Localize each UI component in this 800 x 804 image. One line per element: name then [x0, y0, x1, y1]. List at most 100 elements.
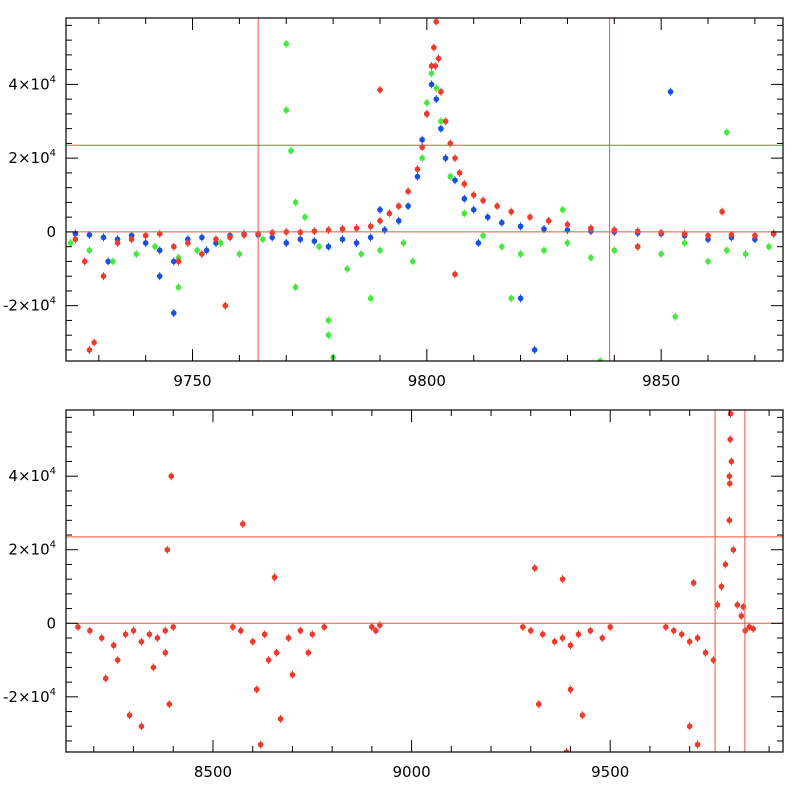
data-point [438, 118, 444, 125]
data-point [152, 243, 158, 250]
data-point [405, 203, 411, 209]
data-point [72, 236, 79, 243]
data-point [517, 251, 524, 257]
data-point [175, 258, 182, 265]
data-point [105, 258, 111, 265]
data-point [694, 741, 701, 748]
data-point [100, 234, 107, 241]
plot-frame [65, 17, 784, 362]
data-point [269, 229, 275, 236]
data-point [367, 223, 374, 230]
data-point [344, 265, 350, 272]
data-point [607, 624, 614, 630]
data-point [292, 199, 299, 206]
data-point [199, 251, 205, 257]
data-point [283, 107, 290, 114]
data-point [681, 240, 688, 246]
data-point [588, 225, 594, 232]
data-point [727, 410, 734, 417]
data-point [164, 546, 171, 553]
data-point [297, 236, 304, 243]
data-point [325, 317, 332, 324]
data-point [461, 181, 468, 187]
data-point [428, 70, 435, 77]
data-point [288, 147, 294, 154]
data-point [297, 627, 304, 634]
data-point [239, 521, 246, 527]
data-point [194, 247, 201, 254]
data-point [433, 85, 440, 91]
data-point [672, 313, 679, 320]
data-point [705, 258, 711, 265]
data-point [564, 240, 571, 246]
data-point [690, 580, 697, 586]
data-point [527, 214, 533, 220]
data-point [110, 642, 117, 649]
data-point [499, 219, 505, 226]
y-tick-label: 2×104 [8, 540, 56, 559]
data-point [87, 627, 93, 634]
data-point [222, 302, 229, 309]
data-point [535, 701, 542, 707]
data-point [634, 228, 641, 234]
data-point [750, 626, 757, 632]
data-point [227, 234, 233, 241]
data-point [723, 247, 730, 254]
data-point [377, 206, 383, 213]
data-point [162, 627, 169, 634]
data-point [110, 258, 116, 265]
data-point [67, 240, 74, 246]
data-point [599, 635, 606, 641]
series-red [72, 18, 777, 354]
x-tick-label: 9750 [173, 372, 211, 390]
data-point [114, 240, 121, 246]
data-point [667, 88, 674, 95]
data-point [128, 236, 135, 243]
top-panel: 9750 9800 9850 -2×104 0 2×104 4×104 [3, 17, 784, 390]
data-point [597, 358, 604, 361]
data-point [138, 638, 145, 645]
data-point [480, 197, 486, 204]
data-point [658, 229, 664, 236]
data-point [587, 627, 594, 634]
data-point [588, 254, 594, 261]
data-point [718, 583, 725, 590]
data-point [114, 657, 121, 663]
data-point [470, 192, 477, 198]
series-red [75, 410, 757, 752]
data-point [563, 749, 570, 752]
data-point [369, 624, 375, 630]
data-point [433, 96, 440, 102]
data-point [722, 561, 729, 568]
data-point [289, 671, 296, 678]
data-point [414, 173, 421, 180]
data-point [567, 642, 574, 649]
data-point [433, 18, 440, 25]
data-point [175, 284, 182, 291]
x-tick-label: 9800 [408, 372, 446, 390]
data-point [551, 638, 558, 645]
y-tick-label: 4×104 [8, 74, 56, 93]
data-point [575, 631, 582, 638]
data-point [424, 100, 430, 106]
data-point [170, 258, 177, 265]
data-point [499, 243, 505, 250]
data-point [302, 214, 308, 220]
data-point [738, 613, 745, 619]
data-point [265, 657, 272, 663]
y-tick-label: -2×104 [3, 687, 56, 706]
data-point [168, 473, 175, 479]
data-point [170, 624, 177, 630]
data-point [494, 203, 500, 209]
data-point [373, 627, 379, 634]
data-point [431, 44, 437, 51]
data-point [559, 576, 566, 582]
data-point [273, 649, 280, 656]
data-point [353, 225, 360, 232]
data-point [730, 546, 737, 553]
data-point [452, 271, 458, 278]
data-point [531, 565, 538, 571]
y-tick-label: 0 [46, 223, 56, 241]
